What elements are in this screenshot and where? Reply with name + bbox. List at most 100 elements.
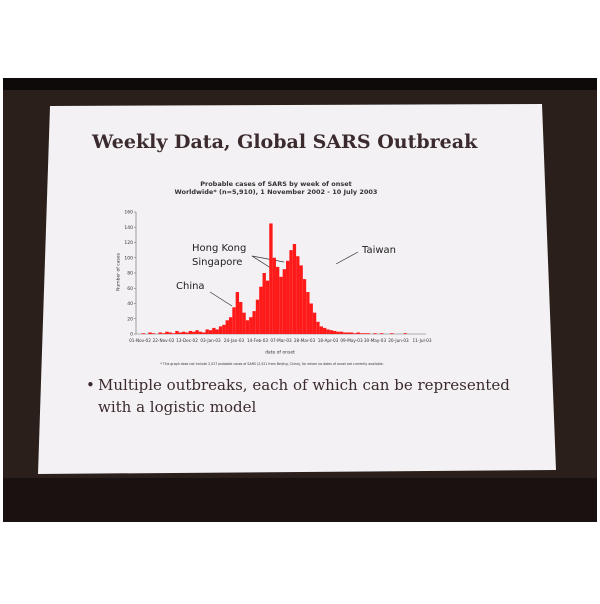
bar	[225, 320, 229, 334]
y-tick-label: 20	[127, 316, 133, 322]
bar	[178, 332, 182, 334]
bar	[363, 333, 367, 334]
bar	[148, 332, 152, 334]
bar	[181, 331, 186, 334]
bar	[165, 331, 169, 334]
bar	[232, 307, 236, 334]
top-strip	[3, 78, 597, 90]
bullet-text: with a logistic model	[98, 398, 256, 416]
bar	[329, 330, 334, 334]
bottom-strip	[3, 478, 597, 522]
x-tick-label: 18-Apr-03	[318, 338, 339, 343]
bar	[296, 256, 300, 334]
x-tick-label: 09-May-03	[340, 338, 363, 343]
bar	[235, 292, 240, 334]
bar	[356, 332, 360, 334]
bar	[151, 333, 156, 334]
bar	[228, 317, 233, 334]
bar	[359, 333, 364, 334]
bar	[343, 332, 347, 334]
bar	[175, 330, 179, 334]
x-tick-label: 14-Feb-03	[247, 338, 268, 343]
bar	[333, 330, 337, 334]
y-axis-label: Number of cases	[116, 252, 122, 291]
x-tick-label: 01-Nov-02	[129, 338, 151, 343]
x-tick-label: 28-Mar-03	[294, 338, 316, 343]
bar	[299, 265, 303, 334]
bar	[349, 332, 354, 334]
bar	[259, 286, 263, 334]
bar	[366, 333, 370, 334]
footnote: * This graph does not include 2,527 prob…	[160, 362, 384, 366]
bar	[373, 333, 377, 334]
y-tick-label: 0	[130, 332, 133, 338]
bar	[218, 326, 223, 334]
bar	[272, 257, 276, 334]
bar	[202, 332, 206, 334]
bar	[316, 321, 320, 334]
bar	[336, 331, 340, 334]
bar	[242, 312, 246, 334]
bar	[249, 317, 253, 334]
bar	[275, 266, 280, 334]
y-tick-label: 60	[127, 286, 133, 292]
bar	[171, 333, 176, 334]
bullet-dot: •	[86, 376, 95, 394]
bar	[168, 332, 172, 334]
bar	[141, 333, 146, 334]
bar	[205, 329, 209, 334]
bar	[380, 333, 384, 334]
bar	[222, 324, 226, 334]
annotation: Taiwan	[361, 245, 396, 256]
bar	[279, 276, 283, 334]
bar	[339, 331, 344, 334]
bar	[262, 273, 266, 334]
bar	[208, 330, 213, 334]
bar	[322, 327, 327, 334]
x-tick-label: 24-Jan-03	[224, 338, 245, 343]
bar	[319, 326, 323, 334]
chart-title: Probable cases of SARS by week of onset	[200, 180, 352, 188]
bar	[403, 333, 407, 334]
x-tick-label: 03-Jan-03	[200, 338, 221, 343]
bar	[289, 250, 293, 334]
annotation: China	[176, 281, 205, 292]
bar	[185, 332, 189, 334]
y-tick-label: 40	[127, 301, 133, 307]
x-tick-label: 07-Mar-03	[270, 338, 292, 343]
bullet-text: Multiple outbreaks, each of which can be…	[98, 376, 510, 394]
bar	[158, 332, 162, 334]
bar	[309, 303, 313, 334]
bar	[326, 329, 330, 334]
bar	[282, 269, 287, 334]
bar	[188, 330, 193, 334]
bar	[161, 333, 166, 334]
x-tick-label: 11-Jul-03	[413, 338, 432, 343]
bar	[346, 332, 350, 334]
x-axis-label: date of onset	[265, 350, 295, 356]
annotation: Hong Kong	[192, 243, 246, 254]
bar	[239, 301, 243, 334]
bar	[390, 333, 394, 334]
chart-subtitle: Worldwide* (n=5,910), 1 November 2002 - …	[175, 188, 378, 196]
x-tick-label: 22-Nov-02	[153, 338, 175, 343]
y-tick-label: 160	[124, 210, 133, 216]
x-tick-label: 20-Jun-03	[388, 338, 409, 343]
bar	[212, 327, 216, 334]
bar	[192, 331, 196, 334]
annotation: Singapore	[192, 257, 242, 268]
slide-title: Weekly Data, Global SARS Outbreak	[91, 131, 478, 153]
bar	[306, 292, 310, 334]
bar	[195, 330, 199, 334]
bar	[215, 329, 219, 334]
x-tick-label: 13-Dec-02	[176, 338, 198, 343]
bar	[292, 244, 297, 334]
bar	[245, 320, 250, 334]
y-tick-label: 80	[127, 271, 133, 277]
x-tick-label: 30-May-03	[364, 338, 387, 343]
y-tick-label: 100	[124, 255, 133, 261]
bar	[255, 299, 260, 334]
y-tick-label: 120	[124, 240, 133, 246]
bar	[198, 331, 203, 334]
